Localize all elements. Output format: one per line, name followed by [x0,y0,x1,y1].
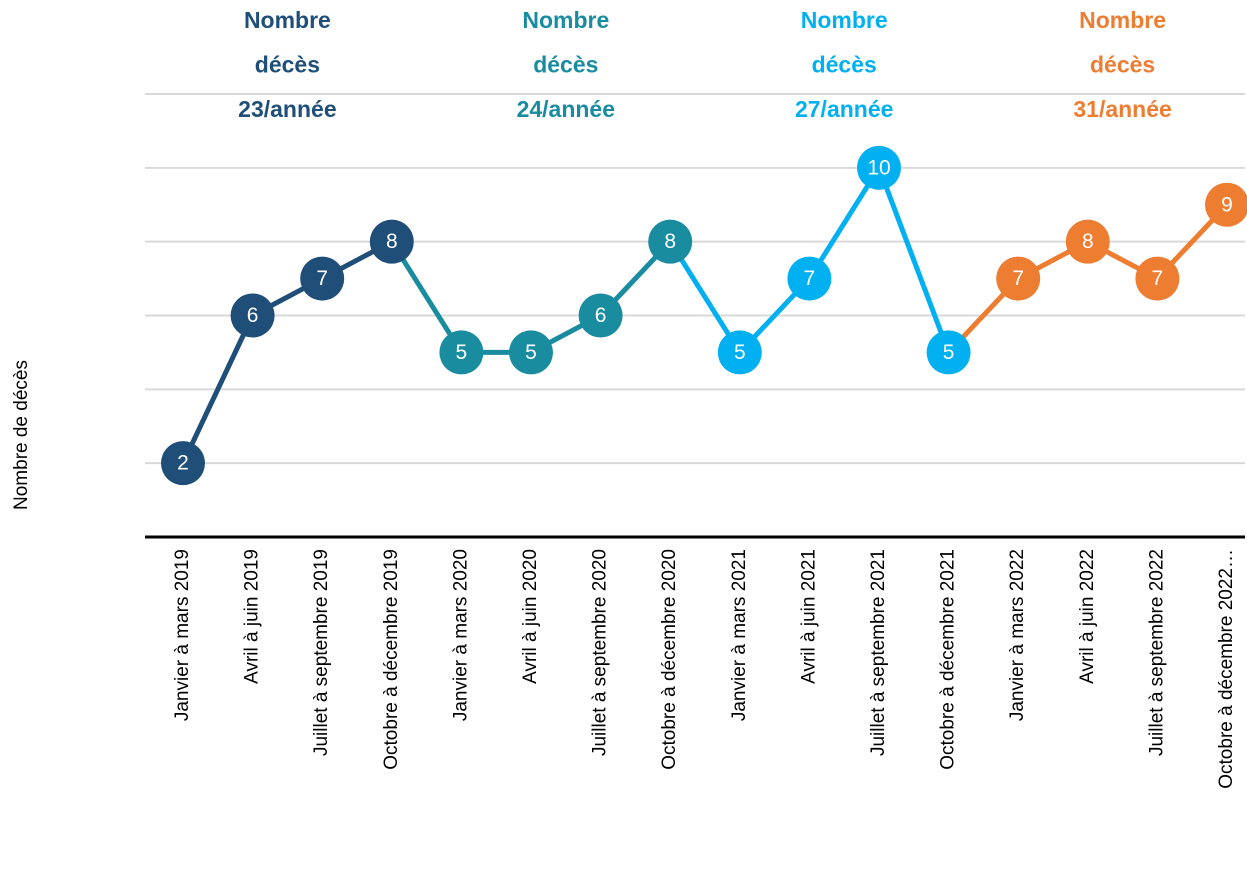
series-line [1017,203,1229,282]
marker [1135,256,1180,301]
marker [648,219,693,264]
data-label: 5 [943,341,955,364]
series-line [737,165,951,355]
x-tick-label: Janvier à mars 2020 [450,549,471,721]
marker [857,145,901,190]
marker [439,330,484,375]
data-label: 5 [525,341,537,364]
marker [1205,182,1247,227]
x-tick-label: Juillet à septembre 2019 [311,549,332,756]
series-header: Nombre [244,7,331,33]
x-tick-label: Janvier à mars 2021 [729,549,750,721]
x-tick-label: Avril à juin 2021 [798,549,819,684]
data-label: 8 [664,230,676,253]
x-tick-label: Octobre à décembre 2019 [381,549,402,770]
marker [369,219,414,264]
series-header: Nombre [522,7,609,33]
x-tick-label: Juillet à septembre 2022 [1146,549,1167,756]
x-tick-label: Janvier à mars 2019 [172,549,193,721]
x-tick-label: Octobre à décembre 2020 [659,549,680,770]
series-header: 31/année [1073,96,1171,122]
data-label: 2 [177,452,189,475]
data-label: 7 [316,267,328,290]
x-tick-label: Janvier à mars 2022 [1007,549,1028,721]
series-header: 23/année [238,96,336,122]
marker [230,293,275,338]
data-label: 7 [1152,267,1164,290]
marker [996,256,1041,301]
data-label: 6 [595,304,607,327]
y-axis-label: Nombre de décès [11,360,32,510]
x-tick-label: Octobre à décembre 2021 [938,549,959,770]
marker [509,330,553,375]
x-tick-label: Avril à juin 2022 [1077,549,1098,684]
data-label: 8 [1082,230,1094,253]
series-header: décès [255,52,320,78]
data-label: 7 [1012,267,1024,290]
x-tick-label: Avril à juin 2019 [242,549,263,684]
marker [1065,219,1110,264]
series-header: décès [812,52,877,78]
series-header: décès [533,52,598,78]
marker [787,256,832,301]
series-header: Nombre [1079,7,1166,33]
marker [926,330,971,375]
data-label: 10 [867,156,890,179]
marker [161,441,205,486]
data-label: 5 [734,341,746,364]
data-label: 5 [456,341,468,364]
marker [578,293,623,338]
series-header: 27/année [795,96,893,122]
series-header: Nombre [801,7,888,33]
data-label: 8 [386,230,398,253]
x-tick-label: Juillet à septembre 2021 [868,549,889,756]
series-line [180,239,393,465]
data-label: 7 [804,267,816,290]
x-tick-label: Avril à juin 2020 [520,549,541,684]
x-tick-label: Juillet à septembre 2020 [590,549,611,756]
x-tick-label: Octobre à décembre 2022… [1216,549,1237,789]
marker [300,256,345,301]
marker [717,330,762,375]
data-label: 9 [1221,193,1233,216]
data-label: 6 [247,304,259,327]
series-header: 24/année [517,96,615,122]
series-header: décès [1090,52,1155,78]
series-line [461,239,673,355]
